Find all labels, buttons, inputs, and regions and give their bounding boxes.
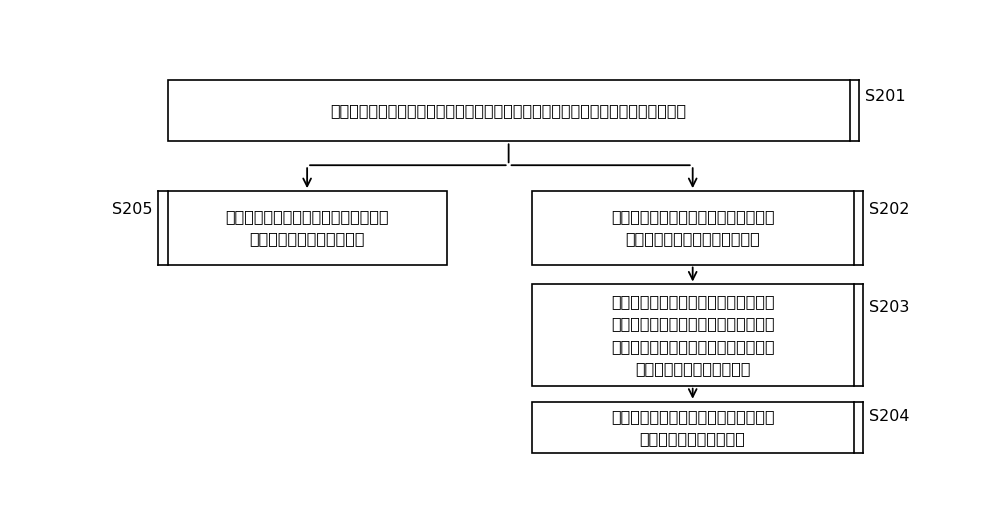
Text: 若所述待安装应用的安装模式为静默安
装，则将所述待安装应用的安装模式切
换为正常安装模式，并对所述待安装应
用进行检测，获取检测结果: 若所述待安装应用的安装模式为静默安 装，则将所述待安装应用的安装模式切 换为正常… <box>611 294 774 376</box>
Text: 若所述移动终端处于支付保护模式，则
检测所述待安装应用的安装模式: 若所述移动终端处于支付保护模式，则 检测所述待安装应用的安装模式 <box>611 209 774 247</box>
Text: S204: S204 <box>869 409 910 424</box>
FancyBboxPatch shape <box>532 284 854 386</box>
Text: S202: S202 <box>869 202 910 217</box>
Text: S203: S203 <box>869 300 909 315</box>
Text: S205: S205 <box>112 202 152 217</box>
Text: S201: S201 <box>865 89 906 104</box>
Text: 若所述移动终端处于支付保护模式，则
禁止所有应用进行静默安装: 若所述移动终端处于支付保护模式，则 禁止所有应用进行静默安装 <box>225 209 389 247</box>
Text: 根据检测结果确定是否按所述正常安装
模式安装所述待安装应用: 根据检测结果确定是否按所述正常安装 模式安装所述待安装应用 <box>611 409 774 446</box>
FancyBboxPatch shape <box>532 401 854 453</box>
FancyBboxPatch shape <box>532 191 854 265</box>
FancyBboxPatch shape <box>168 80 850 141</box>
Text: 若检测到对待安装应用进行安装的触发操作时，确定移动终端是否处于支付保护模式: 若检测到对待安装应用进行安装的触发操作时，确定移动终端是否处于支付保护模式 <box>331 103 687 118</box>
FancyBboxPatch shape <box>168 191 447 265</box>
